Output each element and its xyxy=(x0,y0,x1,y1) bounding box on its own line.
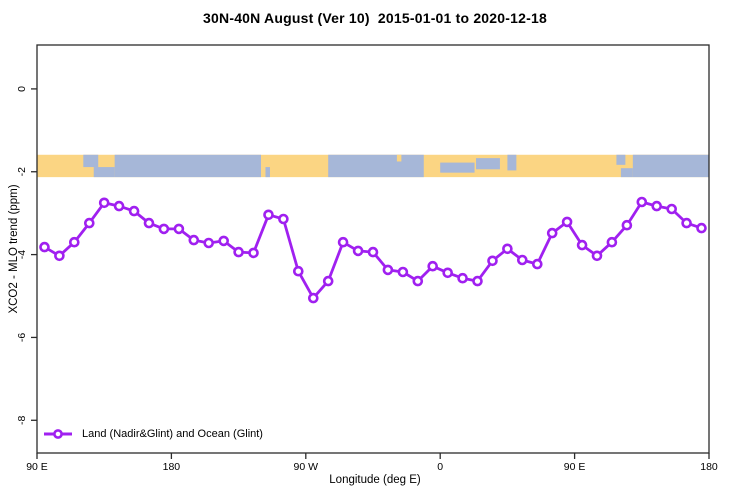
data-point xyxy=(561,216,573,228)
x-tick-label: 180 xyxy=(700,461,718,473)
x-tick-label: 0 xyxy=(437,461,443,473)
data-point xyxy=(69,236,80,248)
data-point xyxy=(278,213,289,225)
data-point xyxy=(158,223,170,235)
data-point xyxy=(248,247,259,259)
data-point xyxy=(442,267,454,279)
y-tick-label: -8 xyxy=(16,415,28,424)
legend-label: Land (Nadir&Glint) and Ocean (Glint) xyxy=(82,428,263,440)
data-point xyxy=(636,196,648,208)
data-point xyxy=(292,265,304,277)
data-point xyxy=(427,260,439,272)
chart-title: 30N-40N August (Ver 10) 2015-01-01 to 20… xyxy=(203,10,547,26)
data-point xyxy=(696,222,707,234)
data-point xyxy=(681,217,692,229)
data-point xyxy=(516,254,528,266)
data-point xyxy=(397,266,409,278)
data-point xyxy=(203,237,214,249)
data-point xyxy=(576,239,588,251)
x-tick-label: 90 E xyxy=(564,461,586,473)
y-tick-label: -2 xyxy=(16,167,28,176)
map-band-ocean xyxy=(507,154,517,171)
map-band-ocean xyxy=(476,158,500,170)
legend: Land (Nadir&Glint) and Ocean (Glint) xyxy=(43,428,263,440)
data-point xyxy=(218,235,229,247)
data-point xyxy=(651,200,663,212)
data-point xyxy=(39,241,50,253)
data-point xyxy=(113,200,125,212)
data-point xyxy=(352,245,364,257)
map-band-island xyxy=(396,154,402,162)
data-point xyxy=(502,243,513,255)
data-point xyxy=(457,272,468,284)
y-tick-label: 0 xyxy=(16,86,28,92)
data-point xyxy=(337,236,349,248)
map-band-ocean xyxy=(114,154,261,178)
data-point xyxy=(84,217,95,229)
map-band-ocean xyxy=(93,167,115,178)
x-tick-label: 90 W xyxy=(294,461,319,473)
data-point xyxy=(382,264,394,276)
data-point xyxy=(666,203,678,215)
data-point xyxy=(606,236,618,248)
data-point xyxy=(307,292,319,304)
data-point xyxy=(487,255,498,267)
map-band-ocean xyxy=(83,154,99,168)
data-point xyxy=(173,223,185,235)
plot-box xyxy=(36,44,710,454)
x-axis-label: Longitude (deg E) xyxy=(329,474,421,486)
y-tick-label: -6 xyxy=(16,333,28,342)
data-point xyxy=(367,246,379,258)
data-point xyxy=(233,246,244,258)
x-tick-label: 90 E xyxy=(26,461,48,473)
data-point xyxy=(412,275,424,287)
data-point xyxy=(322,275,334,287)
y-axis-label: XCO2 - MLO trend (ppm) xyxy=(8,184,20,314)
data-point xyxy=(621,219,633,231)
map-band-ocean xyxy=(620,168,633,178)
data-point xyxy=(263,209,274,221)
data-point xyxy=(546,227,558,239)
y-tick-label: -4 xyxy=(16,250,28,259)
data-point xyxy=(531,258,543,270)
data-point xyxy=(128,205,140,217)
data-point xyxy=(472,275,483,287)
map-band-ocean xyxy=(632,154,709,178)
data-point xyxy=(54,250,65,262)
map-band-ocean xyxy=(616,154,626,165)
legend-marker-icon xyxy=(44,429,72,439)
data-point xyxy=(591,250,603,262)
x-tick-label: 180 xyxy=(163,461,181,473)
data-point xyxy=(143,217,155,229)
data-point xyxy=(188,234,200,246)
map-band-ocean xyxy=(440,162,475,173)
data-point xyxy=(98,197,110,209)
map-band-ocean xyxy=(328,154,424,178)
map-band-ocean xyxy=(265,167,270,178)
